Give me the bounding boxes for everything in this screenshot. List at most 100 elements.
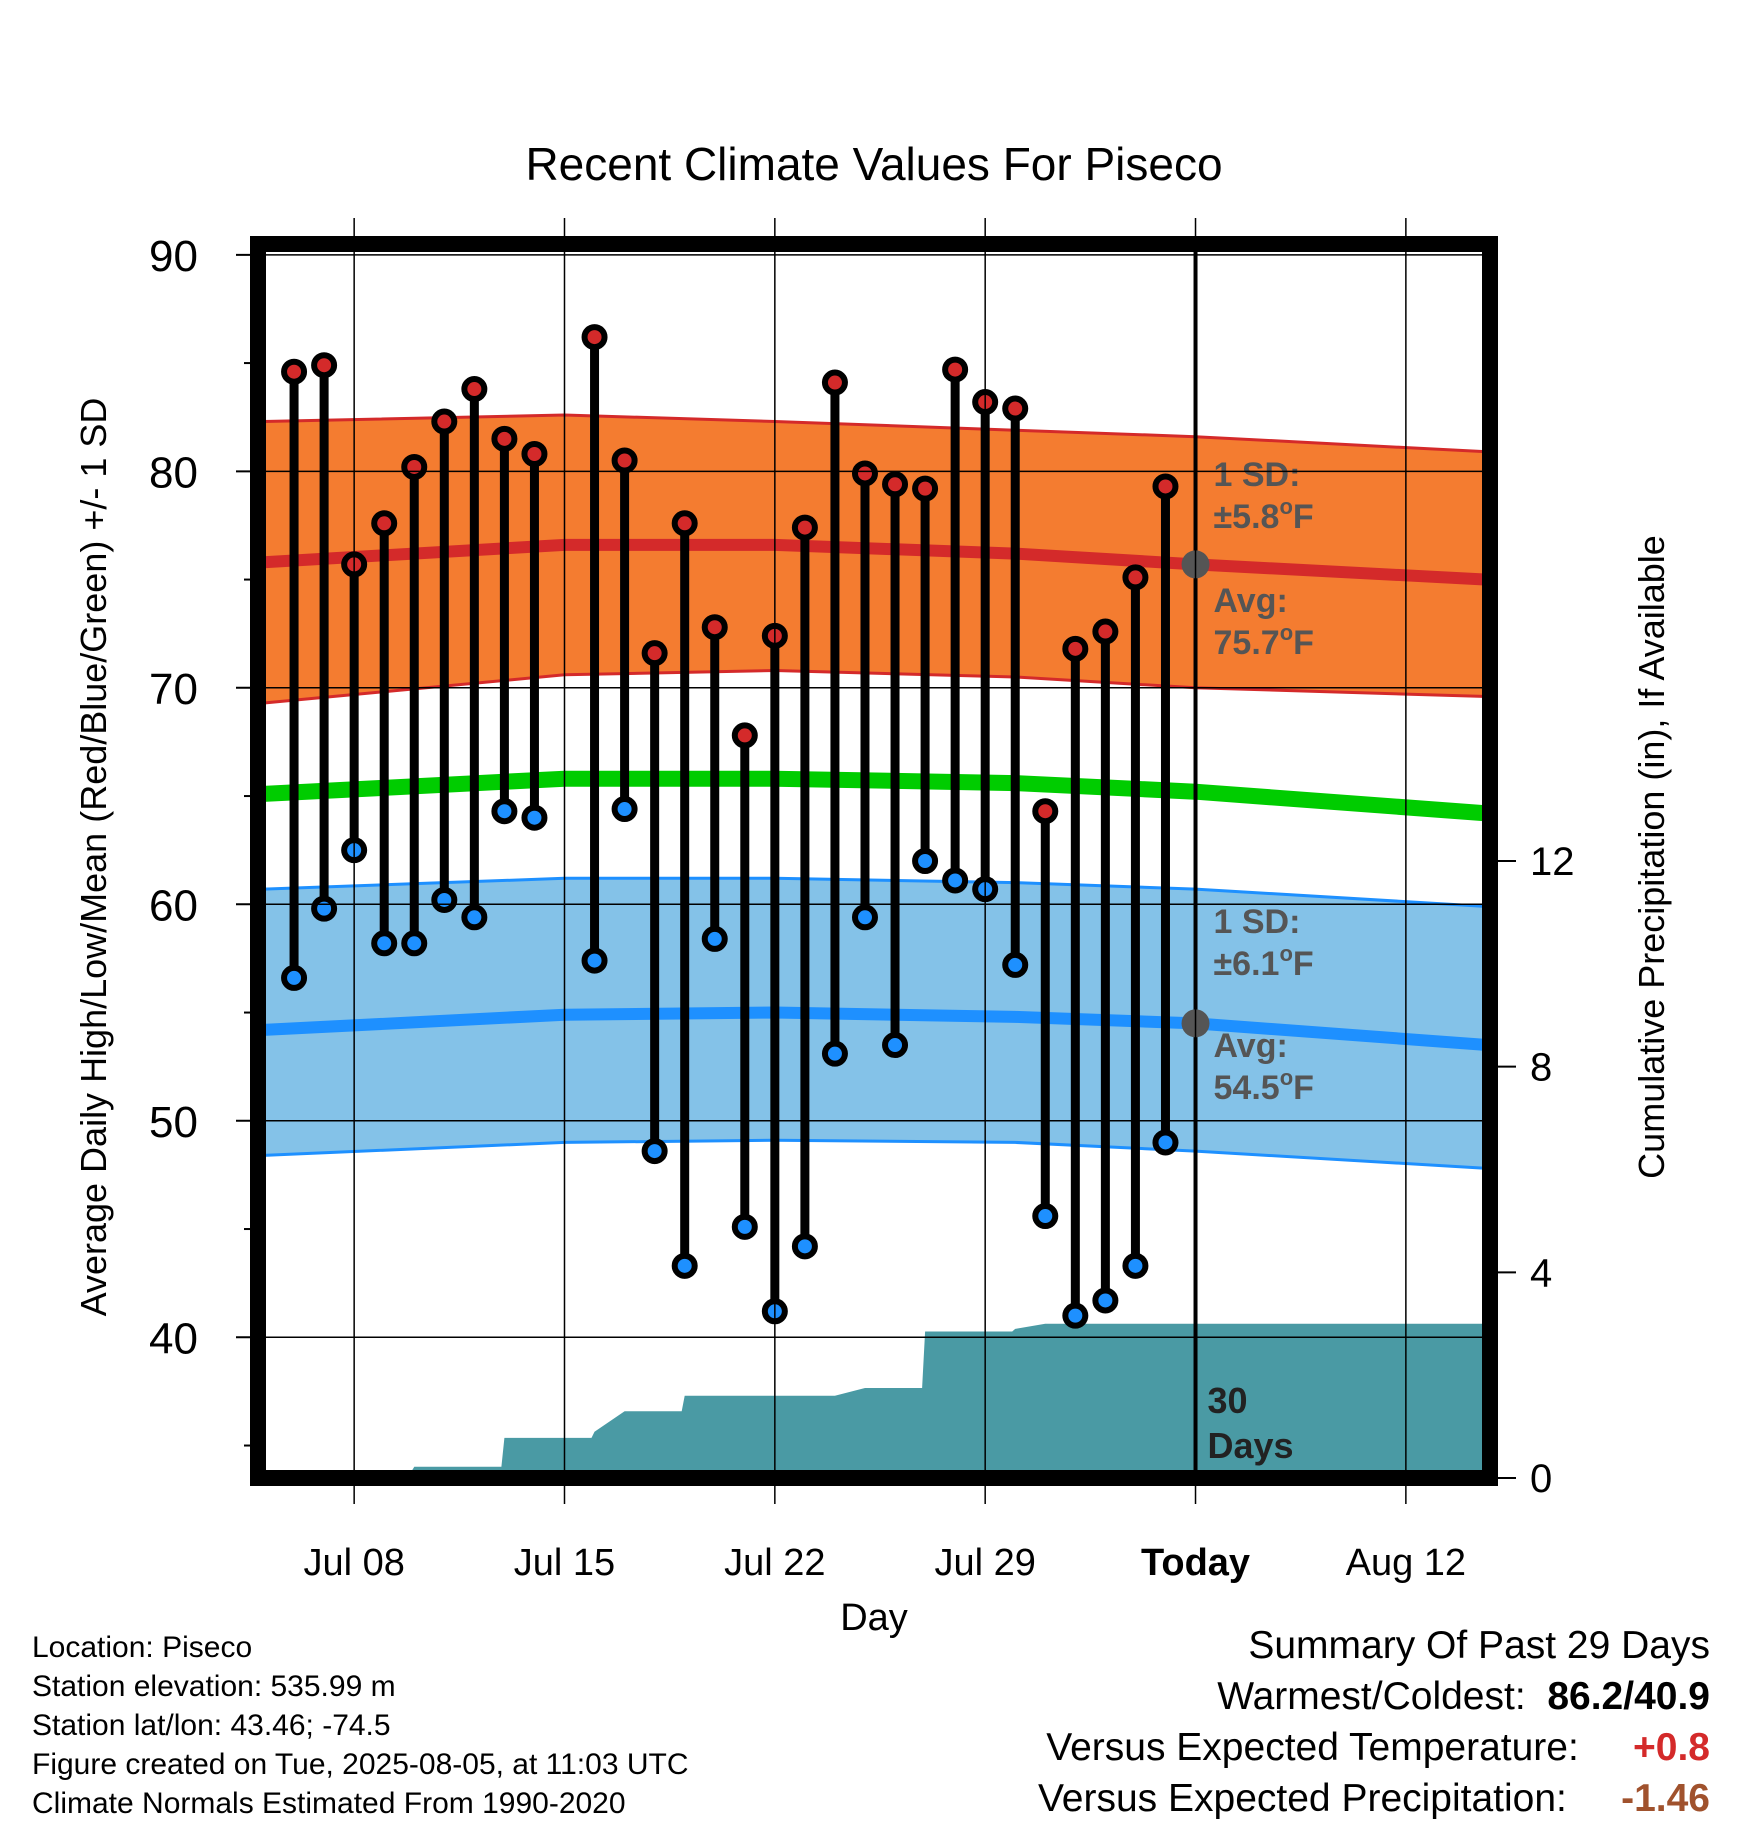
low-point xyxy=(401,930,428,957)
x-tick-label: Jul 29 xyxy=(934,1542,1035,1584)
axes: 40 50 60 70 80 90 0 4 8 12 Jul 08 Jul 15 Jul 22 Jul 2… xyxy=(149,218,1575,1584)
y-axis-right-label: Cumulative Precipitation (in), If Availa… xyxy=(1631,535,1672,1179)
low-sd-value: ±6.1oF xyxy=(1214,941,1314,983)
high-point xyxy=(851,460,878,487)
precip-label: Versus Expected Precipitation: xyxy=(1037,1777,1567,1820)
summary-temp: Versus Expected Temperature: +0.8 xyxy=(1038,1722,1710,1773)
high-sd-band xyxy=(264,415,1487,703)
high-point xyxy=(791,514,818,541)
y-axis-label: Average Daily High/Low/Mean (Red/Blue/Gr… xyxy=(73,398,114,1317)
low-point xyxy=(1122,1252,1149,1279)
y-tick-label: 50 xyxy=(149,1098,198,1147)
days-count-line2: Days xyxy=(1208,1425,1294,1466)
warm-cold-value: 86.2/40.9 xyxy=(1547,1675,1710,1718)
low-point xyxy=(641,1138,668,1165)
high-point xyxy=(1152,473,1179,500)
low-point xyxy=(882,1032,909,1059)
high-avg-value: 75.7oF xyxy=(1214,620,1314,662)
low-point xyxy=(701,925,728,952)
low-point xyxy=(431,886,458,913)
high-point xyxy=(1062,635,1089,662)
high-sd-upper-line xyxy=(263,413,1488,454)
low-point xyxy=(581,947,608,974)
temp-value: +0.8 xyxy=(1633,1726,1710,1769)
temp-label: Versus Expected Temperature: xyxy=(1046,1726,1579,1769)
low-point xyxy=(912,848,939,874)
precip-value: -1.46 xyxy=(1621,1777,1710,1820)
low-point xyxy=(371,930,398,957)
low-sd-lower-line xyxy=(263,1138,1488,1170)
low-point xyxy=(491,798,518,825)
station-info: Location: Piseco Station elevation: 535.… xyxy=(32,1628,689,1823)
high-point xyxy=(731,722,758,749)
low-avg-label: Avg: xyxy=(1214,1027,1288,1065)
precipitation-area xyxy=(264,1323,1487,1478)
low-point xyxy=(1062,1302,1089,1329)
low-point xyxy=(611,796,638,823)
summary-warm-cold: Warmest/Coldest: 86.2/40.9 xyxy=(1038,1671,1710,1722)
low-point xyxy=(942,867,969,894)
high-point xyxy=(1002,395,1029,422)
low-point xyxy=(731,1213,758,1240)
high-point xyxy=(641,640,668,667)
days-count-line1: 30 xyxy=(1208,1380,1248,1421)
high-sd-value: ±5.8oF xyxy=(1214,494,1314,536)
high-point xyxy=(1032,798,1059,825)
warm-cold-label: Warmest/Coldest: xyxy=(1217,1675,1526,1718)
normals-text: Climate Normals Estimated From 1990-2020 xyxy=(32,1787,626,1820)
high-sd-label: 1 SD: xyxy=(1214,456,1301,494)
high-point xyxy=(461,376,488,403)
y-tick-label: 90 xyxy=(149,232,198,281)
x-tick-label: Jul 08 xyxy=(303,1542,404,1584)
x-tick-label: Today xyxy=(1141,1542,1250,1584)
high-point xyxy=(671,510,698,537)
high-point xyxy=(431,408,458,435)
high-point xyxy=(281,358,308,385)
y-right-tick-label: 12 xyxy=(1530,840,1575,884)
x-axis-label: Day xyxy=(840,1597,908,1639)
low-point xyxy=(1092,1287,1119,1314)
high-point xyxy=(942,356,969,383)
high-point xyxy=(581,324,608,351)
high-point xyxy=(401,453,428,480)
summary-title: Summary Of Past 29 Days xyxy=(1248,1624,1710,1667)
chart-title: Recent Climate Values For Piseco xyxy=(525,138,1222,190)
low-point xyxy=(1002,951,1029,978)
x-tick-label: Aug 12 xyxy=(1346,1542,1466,1584)
low-point xyxy=(311,895,338,922)
low-point xyxy=(851,904,878,931)
high-point xyxy=(882,471,909,498)
high-point xyxy=(311,352,338,379)
y-tick-label: 60 xyxy=(149,881,198,930)
high-point xyxy=(1122,564,1149,591)
high-avg-label: Avg: xyxy=(1214,582,1288,620)
low-point xyxy=(521,804,548,831)
high-point xyxy=(821,369,848,396)
y-tick-label: 80 xyxy=(149,448,198,497)
low-point xyxy=(461,904,488,931)
high-point xyxy=(491,425,518,452)
high-point xyxy=(521,440,548,467)
low-point xyxy=(671,1252,698,1279)
x-tick-label: Jul 22 xyxy=(724,1542,825,1584)
low-sd-band xyxy=(264,878,1487,1169)
low-avg-value: 54.5oF xyxy=(1214,1065,1314,1107)
x-tick-label: Jul 15 xyxy=(514,1542,615,1584)
high-point xyxy=(701,614,728,641)
y-tick-label: 70 xyxy=(149,665,198,714)
high-point xyxy=(611,447,638,474)
low-point xyxy=(1152,1129,1179,1156)
low-point xyxy=(281,964,308,991)
elevation-text: Station elevation: 535.99 m xyxy=(32,1670,396,1703)
low-point xyxy=(821,1040,848,1067)
y-right-tick-label: 4 xyxy=(1530,1251,1552,1295)
low-point xyxy=(1032,1203,1059,1230)
summary-panel: Summary Of Past 29 Days Warmest/Coldest:… xyxy=(1038,1620,1710,1824)
high-point xyxy=(1092,618,1119,645)
summary-precip: Versus Expected Precipitation: -1.46 xyxy=(1038,1773,1710,1824)
low-point xyxy=(791,1233,818,1260)
y-right-tick-label: 8 xyxy=(1530,1046,1552,1090)
latlon-text: Station lat/lon: 43.46; -74.5 xyxy=(32,1709,391,1742)
